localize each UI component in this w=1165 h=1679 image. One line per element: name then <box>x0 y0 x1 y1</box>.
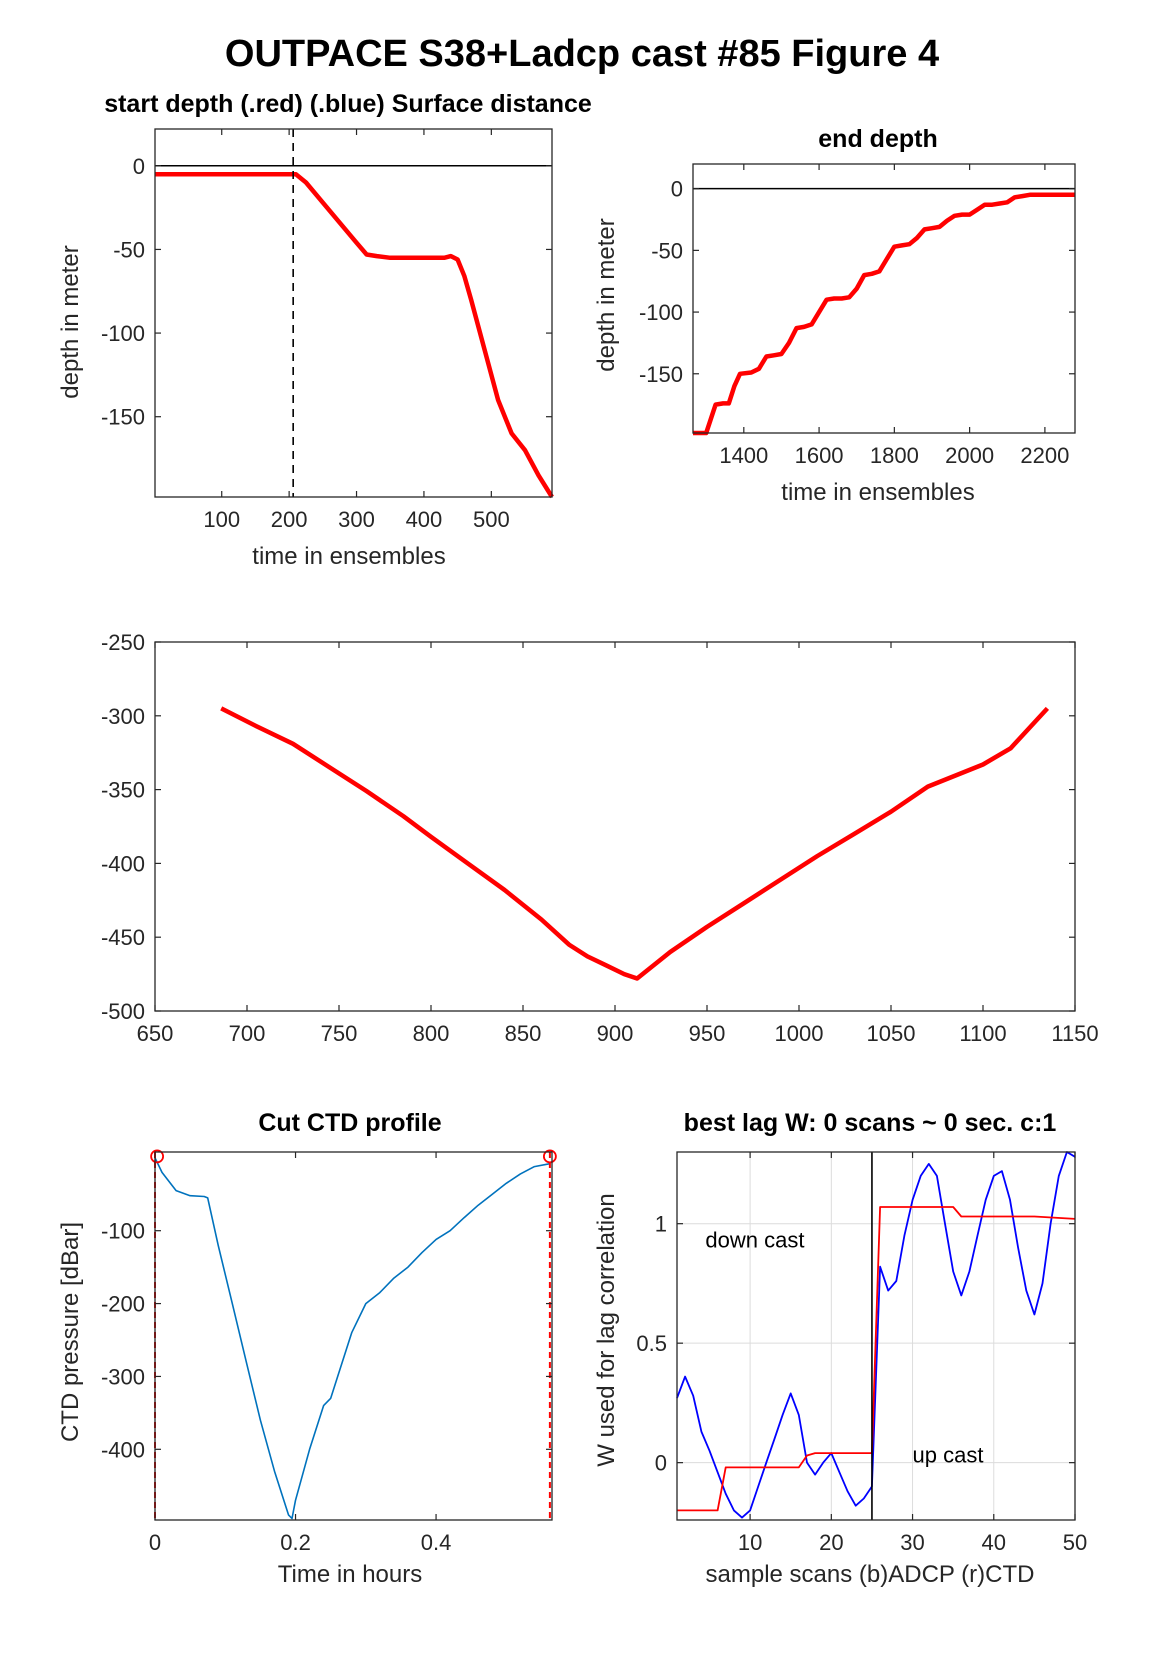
axes-box <box>154 128 553 498</box>
x-tick-label: 1000 <box>775 1021 824 1046</box>
series-line-ctd <box>154 1157 551 1520</box>
x-tick-label: 0.4 <box>421 1530 452 1555</box>
profile-plot: 650 700 750 800 850 900 950 1000 1050 1100 1150 -50… <box>101 630 1099 1046</box>
best-lag-ylabel: W used for lag correlation <box>593 1193 620 1466</box>
x-tick-label: 700 <box>229 1021 266 1046</box>
x-tick-label: 30 <box>900 1530 924 1555</box>
series-line-red <box>677 1206 1076 1512</box>
x-tick-label: 950 <box>689 1021 726 1046</box>
end-depth-xlabel: time in ensembles <box>781 479 974 506</box>
y-tick-label: 0 <box>671 177 683 202</box>
x-tick-label: 750 <box>321 1021 358 1046</box>
axes-box <box>692 163 1076 434</box>
x-tick-label: 650 <box>137 1021 174 1046</box>
x-tick-label: 0.2 <box>280 1530 311 1555</box>
y-tick-label: -400 <box>101 851 145 876</box>
x-tick-label: 20 <box>819 1530 843 1555</box>
y-tick-label: 0.5 <box>636 1331 667 1356</box>
cut-ctd-plot: Cut CTD profile Time in hours CTD pressu… <box>57 1109 557 1588</box>
cut-ctd-title: Cut CTD profile <box>258 1109 441 1137</box>
x-tick-label: 850 <box>505 1021 542 1046</box>
x-tick-label: 500 <box>473 507 510 532</box>
x-tick-label: 1600 <box>795 443 844 468</box>
y-tick-label: -500 <box>101 999 145 1024</box>
x-tick-label: 900 <box>597 1021 634 1046</box>
y-tick-label: -100 <box>101 321 145 346</box>
y-tick-label: -50 <box>113 237 145 262</box>
x-tick-label: 1150 <box>1051 1021 1098 1046</box>
y-tick-label: 0 <box>655 1451 667 1476</box>
x-tick-label: 50 <box>1063 1530 1087 1555</box>
y-tick-label: -150 <box>639 362 683 387</box>
x-tick-label: 0 <box>149 1530 161 1555</box>
y-tick-label: -250 <box>101 630 145 655</box>
series-line-red <box>155 171 554 499</box>
start-depth-ylabel: depth in meter <box>57 245 84 398</box>
y-tick-label: -350 <box>101 778 145 803</box>
start-depth-plot: start depth (.red) (.blue) Surface dista… <box>57 90 592 570</box>
axes-box <box>154 1151 553 1521</box>
y-tick-label: -300 <box>101 1364 145 1389</box>
y-tick-label: -200 <box>101 1292 145 1317</box>
cut-marker <box>150 1149 165 1164</box>
y-tick-label: -400 <box>101 1437 145 1462</box>
best-lag-xlabel: sample scans (b)ADCP (r)CTD <box>706 1561 1035 1588</box>
x-tick-label: 400 <box>406 507 443 532</box>
x-tick-label: 1400 <box>719 443 768 468</box>
cut-ctd-ylabel: CTD pressure [dBar] <box>57 1222 84 1442</box>
x-tick-label: 2000 <box>945 443 994 468</box>
axes-box <box>676 1151 1076 1521</box>
x-tick-label: 300 <box>338 507 375 532</box>
y-tick-label: 1 <box>655 1212 667 1237</box>
y-tick-label: -100 <box>639 300 683 325</box>
y-tick-label: 0 <box>133 154 145 179</box>
x-tick-label: 1050 <box>867 1021 916 1046</box>
annotation-label: down cast <box>705 1228 804 1253</box>
y-tick-label: -50 <box>651 238 683 263</box>
end-depth-plot: end depth time in ensembles depth in met… <box>593 125 1076 506</box>
y-tick-label: -300 <box>101 704 145 729</box>
cut-ctd-xlabel: Time in hours <box>278 1561 423 1588</box>
x-tick-label: 40 <box>982 1530 1006 1555</box>
series-line-red <box>220 706 1050 981</box>
y-tick-label: -100 <box>101 1219 145 1244</box>
x-tick-label: 10 <box>738 1530 762 1555</box>
y-tick-label: -150 <box>101 405 145 430</box>
end-depth-title: end depth <box>818 125 937 153</box>
x-tick-label: 1100 <box>959 1021 1006 1046</box>
cut-marker <box>542 1149 557 1164</box>
y-tick-label: -450 <box>101 925 145 950</box>
series-line-red <box>693 192 1075 436</box>
x-tick-label: 100 <box>203 507 240 532</box>
x-tick-label: 200 <box>271 507 308 532</box>
figure-title: OUTPACE S38+Ladcp cast #85 Figure 4 <box>225 33 939 75</box>
start-depth-title: start depth (.red) (.blue) Surface dista… <box>104 90 592 118</box>
start-depth-xlabel: time in ensembles <box>252 543 445 570</box>
x-tick-label: 800 <box>413 1021 450 1046</box>
series-line-blue <box>676 1151 1076 1519</box>
best-lag-title: best lag W: 0 scans ~ 0 sec. c:1 <box>684 1109 1057 1137</box>
end-depth-ylabel: depth in meter <box>593 218 620 371</box>
best-lag-plot: best lag W: 0 scans ~ 0 sec. c:1 sample … <box>593 1109 1087 1588</box>
x-tick-label: 1800 <box>870 443 919 468</box>
x-tick-label: 2200 <box>1020 443 1069 468</box>
annotation-label: up cast <box>913 1443 984 1468</box>
